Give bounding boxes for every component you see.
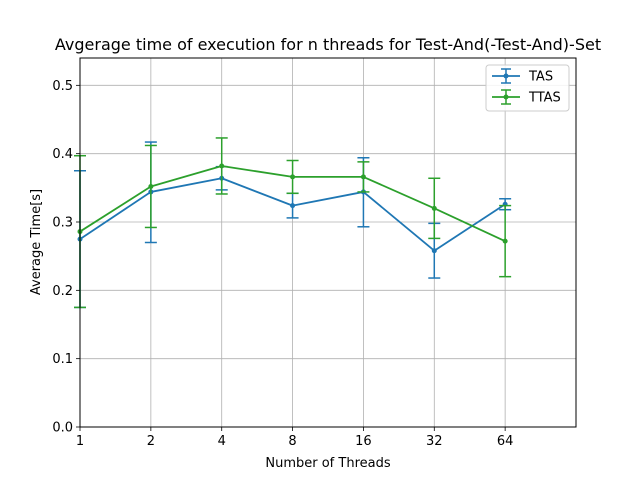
y-tick-label: 0.0: [52, 421, 73, 436]
legend-marker-ttas: [503, 94, 509, 100]
ttas-point: [360, 174, 366, 180]
tas-point: [431, 248, 437, 254]
y-tick-label: 0.5: [52, 79, 73, 94]
ttas-point: [219, 163, 225, 169]
ticks: 1 2 4 8 16 32 64 0.0 0.1 0.2 0.3 0.4 0.5: [52, 79, 513, 449]
chart-title: Avgerage time of execution for n threads…: [55, 35, 601, 54]
ttas-point: [290, 174, 296, 180]
y-tick-label: 0.2: [52, 284, 73, 299]
legend: TAS TTAS: [485, 64, 570, 112]
ttas-point: [431, 205, 437, 211]
x-tick-label: 2: [147, 434, 155, 449]
x-tick-label: 8: [288, 434, 296, 449]
legend-item-ttas: TTAS: [492, 89, 561, 106]
legend-marker-tas: [503, 73, 509, 79]
ttas-point: [148, 183, 154, 189]
y-axis-label: Average Time[s]: [29, 189, 44, 295]
x-tick-label: 4: [218, 434, 226, 449]
legend-item-tas: TAS: [492, 68, 553, 85]
y-tick-label: 0.1: [52, 352, 73, 367]
x-tick-label: 32: [426, 434, 443, 449]
legend-label-ttas: TTAS: [528, 91, 561, 106]
tas-point: [290, 203, 296, 209]
y-tick-label: 0.3: [52, 216, 73, 231]
legend-label-tas: TAS: [528, 70, 553, 85]
y-tick-label: 0.4: [52, 147, 73, 162]
x-tick-label: 64: [497, 434, 514, 449]
ttas-point: [502, 238, 508, 244]
x-tick-label: 1: [76, 434, 84, 449]
plot-frame: [79, 57, 577, 428]
x-tick-label: 16: [355, 434, 372, 449]
x-axis-label: Number of Threads: [265, 456, 390, 471]
